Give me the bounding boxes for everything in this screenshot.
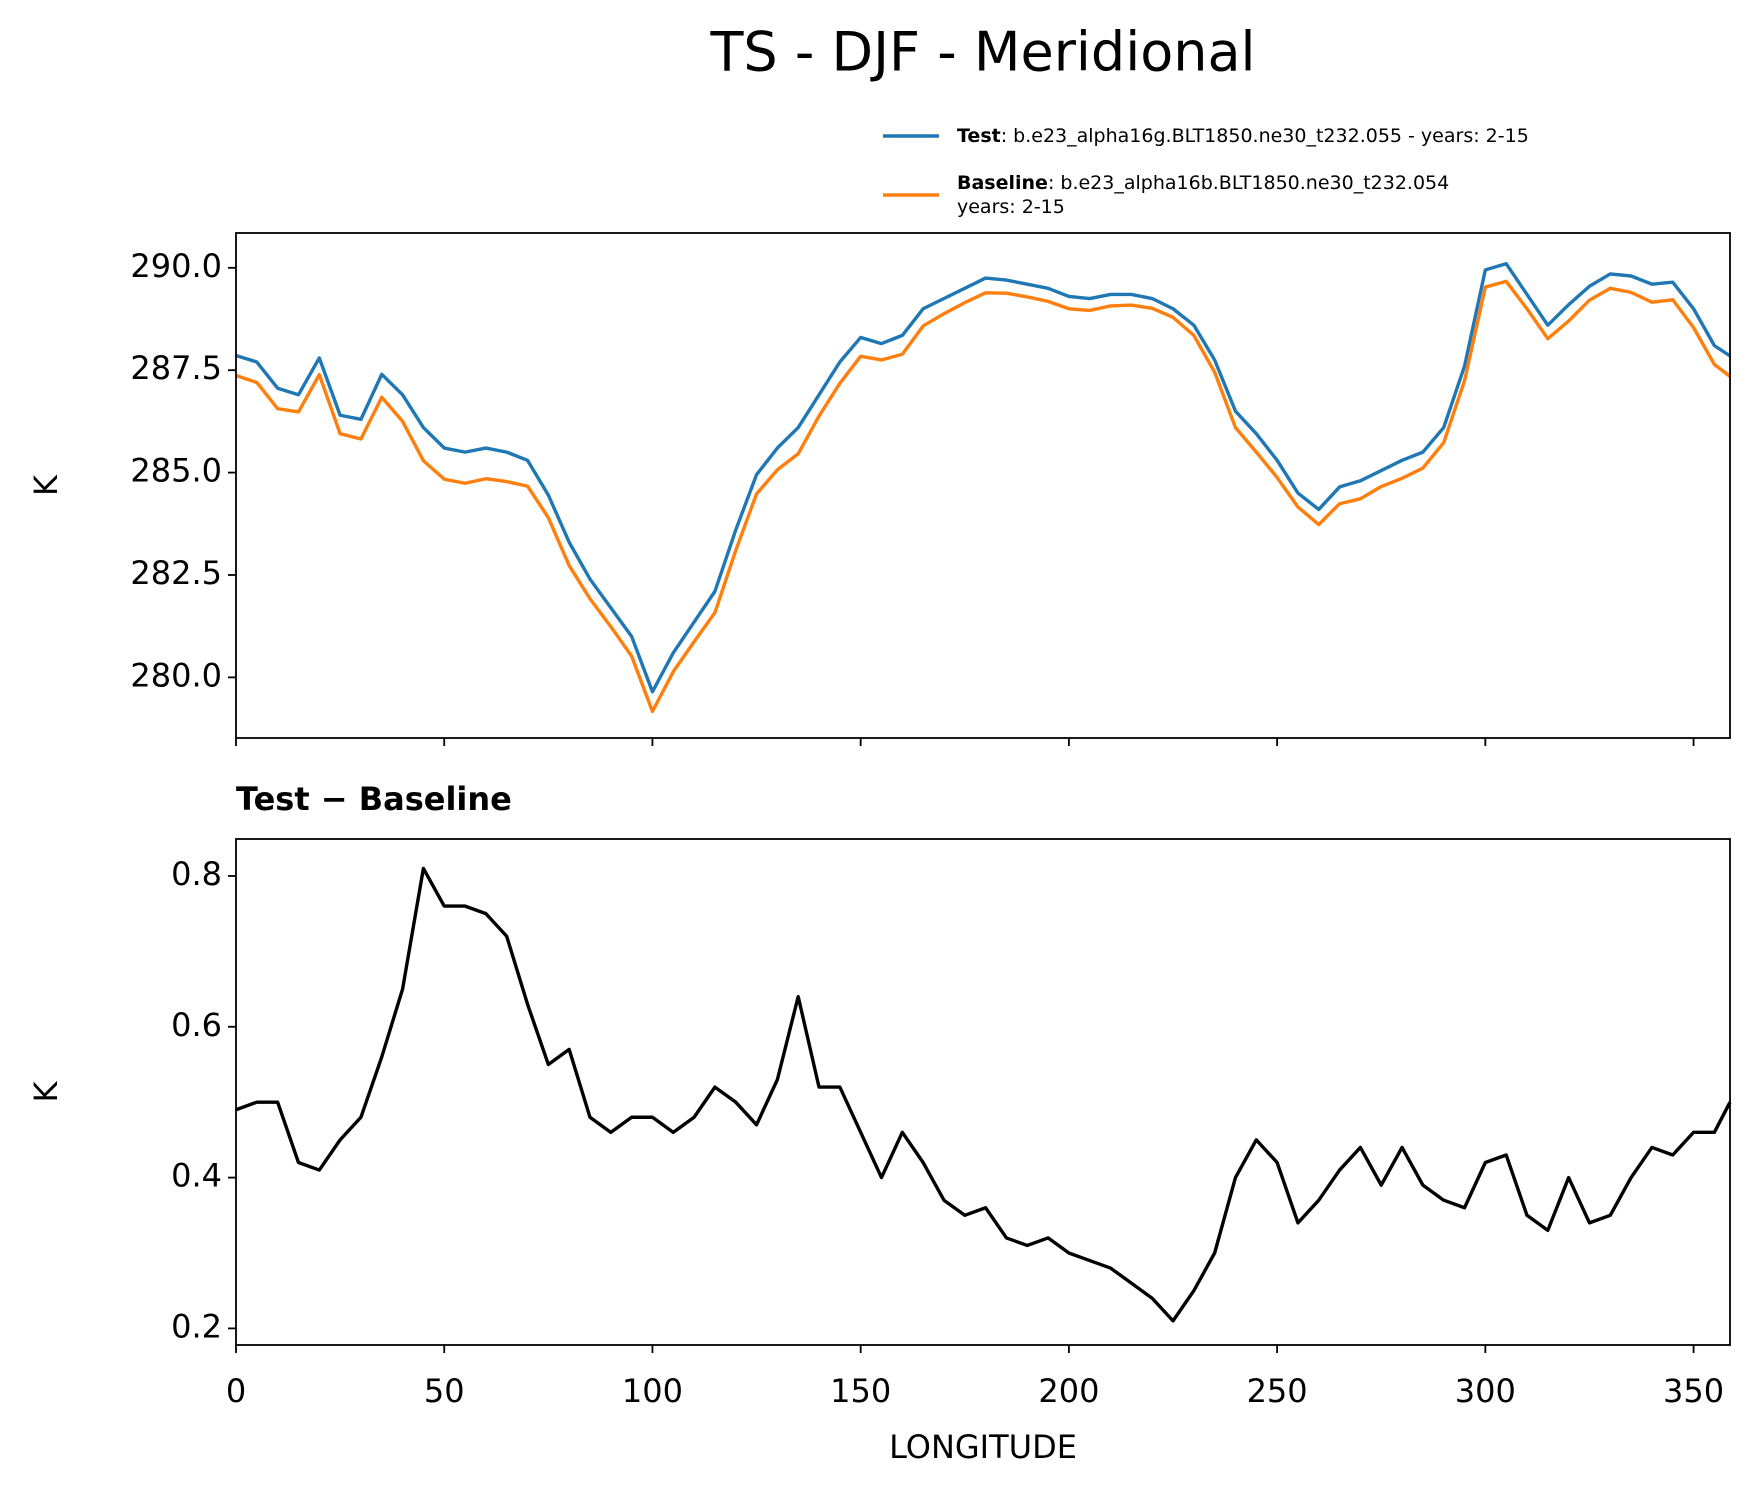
legend-series-text: : b.e23_alpha16b.BLT1850.ne30_t232.054 — [1048, 172, 1449, 194]
y-tick-label: 0.8 — [171, 855, 222, 893]
legend-series-text: years: 2-15 — [957, 196, 1065, 218]
axes-frame — [235, 838, 1731, 1346]
y-tick-label: 287.5 — [130, 349, 222, 387]
y-tick-label: 290.0 — [130, 247, 222, 285]
y-tick-label: 0.4 — [171, 1157, 222, 1195]
legend-label: years: 2-15 — [957, 196, 1065, 218]
x-tick-label: 100 — [622, 1372, 683, 1410]
y-tick-label: 285.0 — [130, 452, 222, 490]
x-tick-label: 250 — [1247, 1372, 1308, 1410]
y-tick-label: 282.5 — [130, 554, 222, 592]
x-tick-label: 200 — [1038, 1372, 1099, 1410]
legend-series-name: Baseline — [957, 172, 1048, 194]
y-axis-label: K — [27, 474, 65, 496]
data-line — [235, 262, 1731, 694]
data-line — [235, 279, 1732, 714]
axes-title: Test − Baseline — [236, 780, 512, 818]
x-tick-label: 0 — [226, 1372, 246, 1410]
y-tick-label: 280.0 — [130, 656, 222, 694]
legend-label: Test: b.e23_alpha16g.BLT1850.ne30_t232.0… — [957, 125, 1529, 147]
y-tick-label: 0.6 — [171, 1006, 222, 1044]
x-tick-label: 350 — [1663, 1372, 1724, 1410]
data-line — [235, 866, 1732, 1323]
legend-series-name: Test — [957, 125, 1001, 147]
axes-frame — [235, 232, 1731, 739]
legend-label: Baseline: b.e23_alpha16b.BLT1850.ne30_t2… — [957, 172, 1449, 194]
x-axis-label: LONGITUDE — [889, 1428, 1077, 1466]
x-tick-label: 50 — [424, 1372, 465, 1410]
x-tick-label: 150 — [830, 1372, 891, 1410]
y-axis-label: K — [27, 1080, 65, 1102]
legend-series-text: : b.e23_alpha16g.BLT1850.ne30_t232.055 -… — [1001, 125, 1529, 147]
y-tick-label: 0.2 — [171, 1307, 222, 1345]
x-tick-label: 300 — [1455, 1372, 1516, 1410]
figure-title: TS - DJF - Meridional — [709, 21, 1255, 84]
